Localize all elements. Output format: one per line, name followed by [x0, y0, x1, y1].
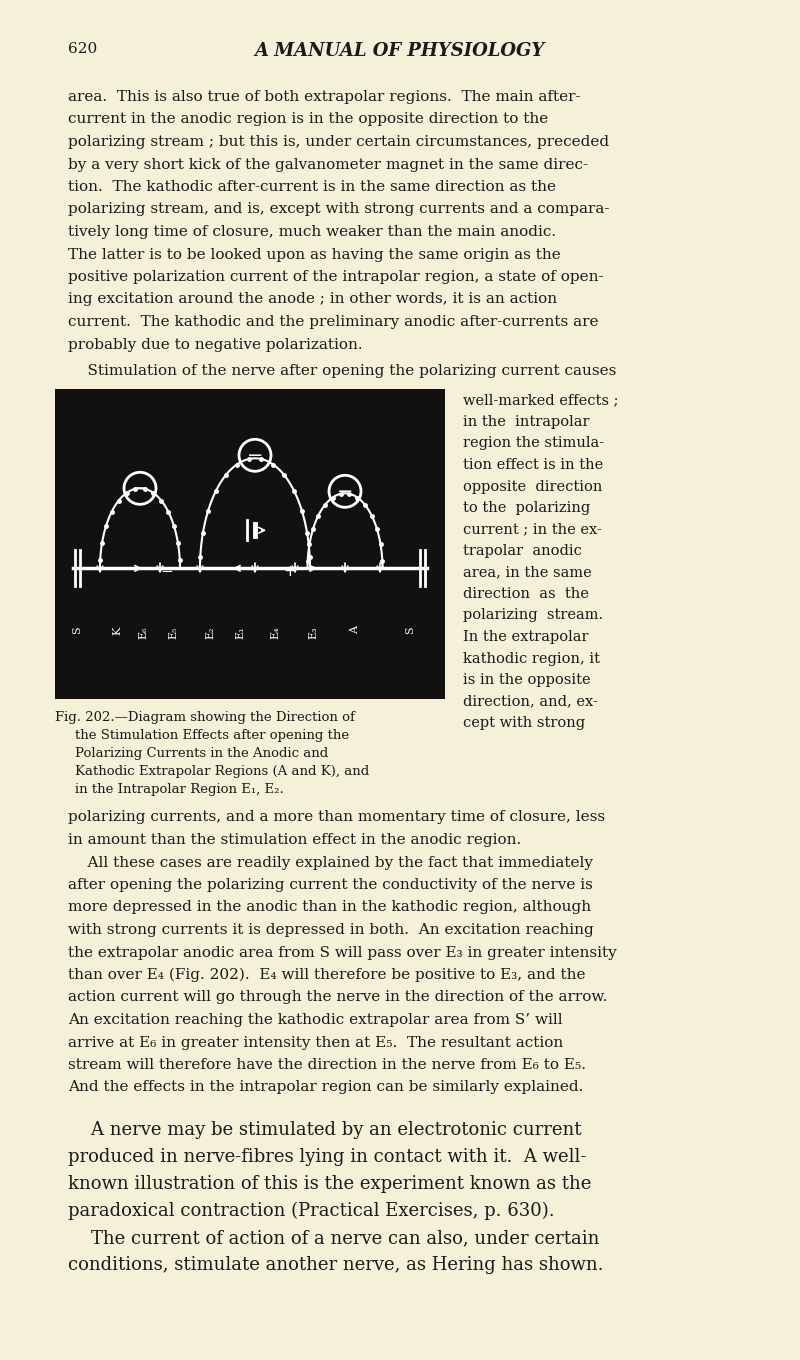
Text: kathodic region, it: kathodic region, it — [463, 651, 600, 665]
Text: cept with strong: cept with strong — [463, 715, 585, 730]
Text: polarizing currents, and a more than momentary time of closure, less: polarizing currents, and a more than mom… — [68, 811, 605, 824]
Text: K: K — [112, 627, 122, 635]
Text: polarizing stream ; but this is, under certain circumstances, preceded: polarizing stream ; but this is, under c… — [68, 135, 609, 150]
Text: Stimulation of the nerve after opening the polarizing current causes: Stimulation of the nerve after opening t… — [68, 364, 616, 378]
Text: current ; in the ex-: current ; in the ex- — [463, 522, 602, 536]
Text: tion effect is in the: tion effect is in the — [463, 458, 603, 472]
Text: to the  polarizing: to the polarizing — [463, 500, 590, 515]
Text: in the  intrapolar: in the intrapolar — [463, 415, 590, 428]
Text: E₆: E₆ — [138, 627, 148, 639]
Text: trapolar  anodic: trapolar anodic — [463, 544, 582, 558]
Text: with strong currents it is depressed in both.  An excitation reaching: with strong currents it is depressed in … — [68, 923, 594, 937]
Text: tively long time of closure, much weaker than the main anodic.: tively long time of closure, much weaker… — [68, 224, 556, 239]
Text: E₁: E₁ — [235, 627, 245, 639]
Text: direction, and, ex-: direction, and, ex- — [463, 695, 598, 709]
Text: more depressed in the anodic than in the kathodic region, although: more depressed in the anodic than in the… — [68, 900, 591, 914]
Text: stream will therefore have the direction in the nerve from E₆ to E₅.: stream will therefore have the direction… — [68, 1058, 586, 1072]
Text: the extrapolar anodic area from S will pass over E₃ in greater intensity: the extrapolar anodic area from S will p… — [68, 945, 617, 960]
Text: −: − — [161, 564, 174, 579]
Text: opposite  direction: opposite direction — [463, 480, 602, 494]
Text: produced in nerve-fibres lying in contact with it.  A well-: produced in nerve-fibres lying in contac… — [68, 1148, 586, 1166]
Text: well-marked effects ;: well-marked effects ; — [463, 393, 618, 408]
Text: +: + — [284, 564, 296, 579]
Text: positive polarization current of the intrapolar region, a state of open-: positive polarization current of the int… — [68, 271, 604, 284]
Text: S: S — [405, 627, 415, 634]
Text: A: A — [350, 627, 360, 634]
Text: known illustration of this is the experiment known as the: known illustration of this is the experi… — [68, 1175, 591, 1193]
Text: region the stimula-: region the stimula- — [463, 437, 604, 450]
Text: polarizing  stream.: polarizing stream. — [463, 608, 603, 623]
Text: −: − — [337, 481, 353, 500]
Text: −: − — [247, 446, 263, 465]
Text: In the extrapolar: In the extrapolar — [463, 630, 589, 645]
Text: The current of action of a nerve can also, under certain: The current of action of a nerve can als… — [68, 1229, 599, 1247]
Text: conditions, stimulate another nerve, as Hering has shown.: conditions, stimulate another nerve, as … — [68, 1257, 603, 1274]
Text: after opening the polarizing current the conductivity of the nerve is: after opening the polarizing current the… — [68, 879, 593, 892]
Text: the Stimulation Effects after opening the: the Stimulation Effects after opening th… — [75, 729, 349, 741]
Text: A nerve may be stimulated by an electrotonic current: A nerve may be stimulated by an electrot… — [68, 1121, 582, 1140]
Text: Polarizing Currents in the Anodic and: Polarizing Currents in the Anodic and — [75, 747, 328, 759]
Text: is in the opposite: is in the opposite — [463, 673, 590, 687]
Text: in the Intrapolar Region E₁, E₂.: in the Intrapolar Region E₁, E₂. — [75, 782, 284, 796]
Bar — [55, 389, 445, 699]
Text: area, in the same: area, in the same — [463, 566, 592, 579]
Text: An excitation reaching the kathodic extrapolar area from S’ will: An excitation reaching the kathodic extr… — [68, 1013, 562, 1027]
Text: E₃: E₃ — [308, 627, 318, 639]
Text: area.  This is also true of both extrapolar regions.  The main after-: area. This is also true of both extrapol… — [68, 90, 581, 103]
Text: in amount than the stimulation effect in the anodic region.: in amount than the stimulation effect in… — [68, 832, 522, 847]
Text: by a very short kick of the galvanometer magnet in the same direc-: by a very short kick of the galvanometer… — [68, 158, 588, 171]
Text: E₅: E₅ — [168, 627, 178, 639]
Text: action current will go through the nerve in the direction of the arrow.: action current will go through the nerve… — [68, 990, 607, 1005]
Text: current.  The kathodic and the preliminary anodic after-currents are: current. The kathodic and the preliminar… — [68, 316, 598, 329]
Text: than over E₄ (Fig. 202).  E₄ will therefore be positive to E₃, and the: than over E₄ (Fig. 202). E₄ will therefo… — [68, 968, 586, 982]
Text: A MANUAL OF PHYSIOLOGY: A MANUAL OF PHYSIOLOGY — [255, 42, 545, 60]
Text: And the effects in the intrapolar region can be similarly explained.: And the effects in the intrapolar region… — [68, 1080, 583, 1095]
Text: Fig. 202.—Diagram showing the Direction of: Fig. 202.—Diagram showing the Direction … — [55, 710, 355, 724]
Text: S: S — [72, 627, 82, 634]
Text: All these cases are readily explained by the fact that immediately: All these cases are readily explained by… — [68, 855, 593, 869]
Text: E₄: E₄ — [270, 627, 280, 639]
Text: The latter is to be looked upon as having the same origin as the: The latter is to be looked upon as havin… — [68, 248, 561, 261]
Text: tion.  The kathodic after-current is in the same direction as the: tion. The kathodic after-current is in t… — [68, 180, 556, 194]
Text: −: − — [132, 479, 148, 498]
Text: direction  as  the: direction as the — [463, 588, 589, 601]
Text: probably due to negative polarization.: probably due to negative polarization. — [68, 337, 362, 351]
Text: polarizing stream, and is, except with strong currents and a compara-: polarizing stream, and is, except with s… — [68, 203, 610, 216]
Text: current in the anodic region is in the opposite direction to the: current in the anodic region is in the o… — [68, 113, 548, 126]
Text: E₂: E₂ — [205, 627, 215, 639]
Text: arrive at E₆ in greater intensity then at E₅.  The resultant action: arrive at E₆ in greater intensity then a… — [68, 1035, 563, 1050]
Text: 620: 620 — [68, 42, 98, 56]
Text: Kathodic Extrapolar Regions (A and K), and: Kathodic Extrapolar Regions (A and K), a… — [75, 764, 370, 778]
Text: ing excitation around the anode ; in other words, it is an action: ing excitation around the anode ; in oth… — [68, 292, 557, 306]
Text: paradoxical contraction (Practical Exercises, p. 630).: paradoxical contraction (Practical Exerc… — [68, 1202, 554, 1220]
